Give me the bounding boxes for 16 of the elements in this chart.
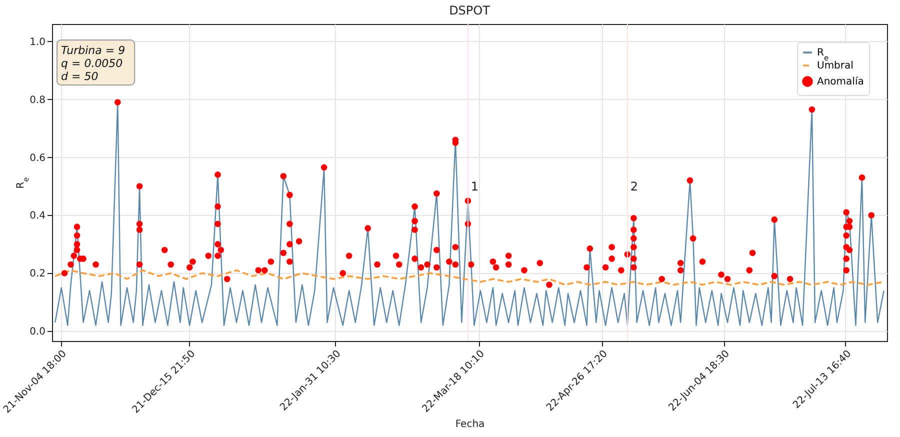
y-tick-label: 0.4 [30, 210, 46, 222]
legend-label: Anomalía [817, 76, 864, 88]
y-tick-label: 1.0 [30, 36, 46, 48]
x-axis-title: Fecha [455, 418, 485, 430]
y-tick-label: 0.2 [30, 268, 46, 280]
annotation: 2 [630, 179, 638, 194]
chart-title: DSPOT [449, 4, 491, 18]
y-tick-label: 0.8 [30, 94, 46, 106]
annotation: Turbina = 9 [61, 44, 126, 57]
y-tick-label: 0.0 [30, 326, 46, 338]
annotation: 1 [470, 179, 479, 194]
legend-label: Umbral [817, 60, 854, 72]
annotation: q = 0.0050 [61, 57, 123, 70]
annotation: d = 50 [61, 70, 98, 83]
y-tick-label: 0.6 [30, 152, 46, 164]
legend-label: R$_{e}$ [817, 48, 829, 62]
